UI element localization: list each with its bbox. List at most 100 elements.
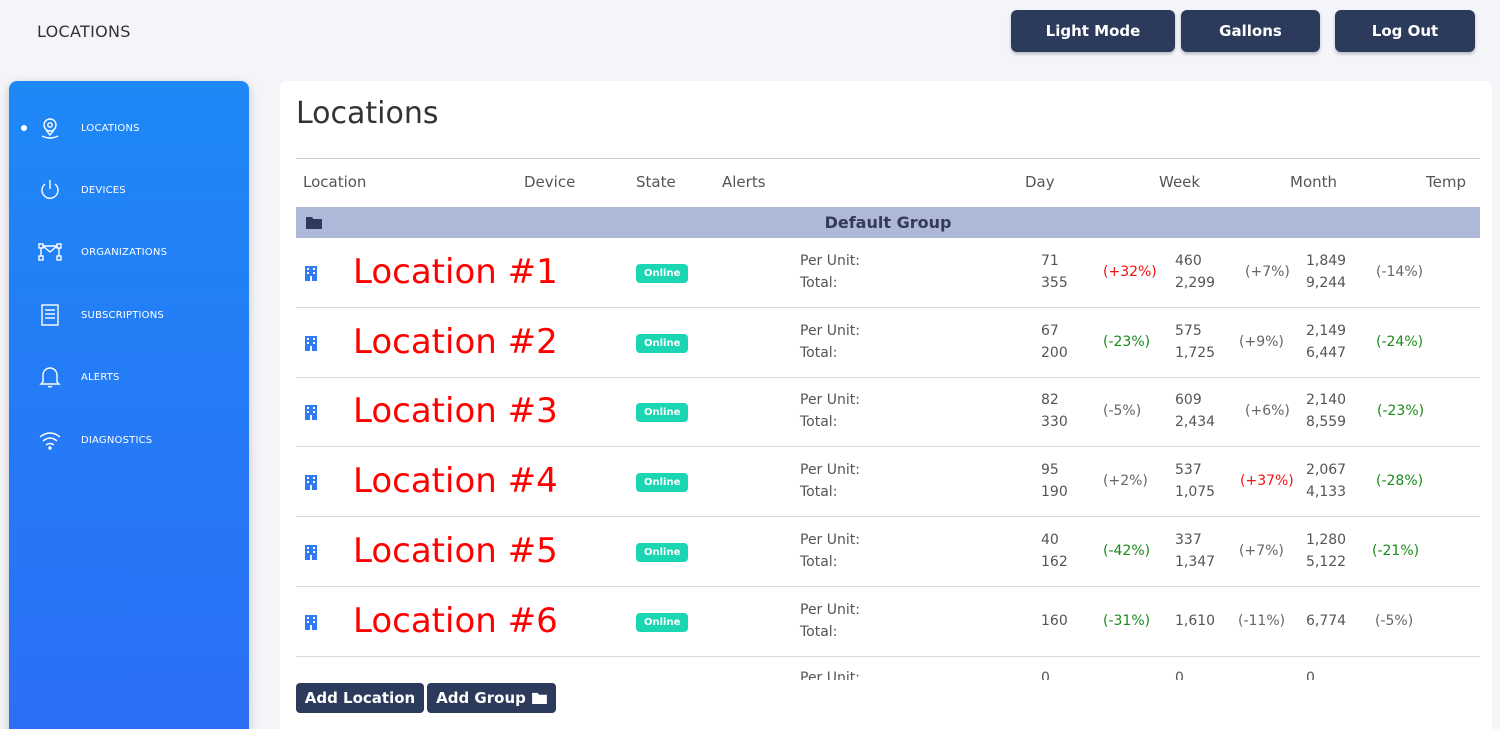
month-per-unit-value: 2,149 xyxy=(1306,323,1347,339)
week-per-unit-value: 575 xyxy=(1175,323,1202,339)
week-per-unit-value: 609 xyxy=(1175,392,1202,408)
location-name-link[interactable]: Location #2 xyxy=(353,322,558,362)
app-title: LOCATIONS xyxy=(37,22,131,41)
table-row[interactable]: Location #4 Online Per Unit: Total: 95 190 (+2… xyxy=(296,447,1480,517)
building-icon xyxy=(305,545,317,560)
status-badge: Online xyxy=(636,543,689,562)
week-total-value: 2,299 xyxy=(1175,275,1216,291)
location-name-link[interactable]: Location #5 xyxy=(353,531,558,571)
week-per-unit-value: 537 xyxy=(1175,462,1202,478)
month-change-percent: (-24%) xyxy=(1376,334,1424,350)
sidebar-item-label: DEVICES xyxy=(81,184,126,196)
day-change-percent: (-5%) xyxy=(1103,403,1142,419)
week-change-percent: (+7%) xyxy=(1239,543,1284,559)
month-total-value: 5,122 xyxy=(1306,554,1347,570)
month-change-percent: (-14%) xyxy=(1376,264,1424,280)
location-name-link[interactable]: Location #6 xyxy=(353,601,558,641)
folder-icon xyxy=(531,692,547,704)
building-icon xyxy=(305,405,317,420)
building-icon xyxy=(305,615,317,630)
day-total-value: 355 xyxy=(1041,275,1068,291)
week-change-percent: (+7%) xyxy=(1245,264,1290,280)
sidebar-item-label: SUBSCRIPTIONS xyxy=(81,309,164,321)
logout-button[interactable]: Log Out xyxy=(1335,10,1475,52)
sidebar-item-subscriptions[interactable]: SUBSCRIPTIONS xyxy=(9,295,249,335)
week-total-value: 1,725 xyxy=(1175,345,1216,361)
sidebar-item-locations[interactable]: LOCATIONS xyxy=(9,108,249,148)
column-header-day[interactable]: Day xyxy=(1025,173,1055,191)
per-unit-label: Per Unit: xyxy=(800,253,860,269)
total-label: Total: xyxy=(800,484,838,500)
location-pin-icon xyxy=(41,118,59,139)
sidebar-item-devices[interactable]: DEVICES xyxy=(9,170,249,210)
page-title: Locations xyxy=(296,96,439,131)
divider xyxy=(296,158,1480,159)
day-per-unit-value: 82 xyxy=(1041,392,1059,408)
table-row[interactable]: Location #5 Online Per Unit: Total: 40 162 (-4… xyxy=(296,517,1480,587)
week-value: 0 xyxy=(1175,670,1184,680)
day-change-percent: (-42%) xyxy=(1103,543,1151,559)
month-total-value: 9,244 xyxy=(1306,275,1347,291)
day-total-value: 330 xyxy=(1041,414,1068,430)
day-value: 160 xyxy=(1041,613,1068,629)
month-change-percent: (-23%) xyxy=(1377,403,1425,419)
sidebar-item-organizations[interactable]: ORGANIZATIONS xyxy=(9,232,249,272)
week-change-percent: (-11%) xyxy=(1238,613,1286,629)
sidebar-item-diagnostics[interactable]: DIAGNOSTICS xyxy=(9,420,249,460)
column-header-alerts[interactable]: Alerts xyxy=(722,173,766,191)
group-header-row[interactable]: Default Group xyxy=(296,207,1480,238)
per-unit-label: Per Unit: xyxy=(800,462,860,478)
total-label: Total: xyxy=(800,414,838,430)
column-header-location[interactable]: Location xyxy=(303,173,367,191)
table-row[interactable]: Location #3 Online Per Unit: Total: 82 330 (-5… xyxy=(296,377,1480,447)
wifi-icon xyxy=(39,432,61,450)
per-unit-label: Per Unit: xyxy=(800,323,860,339)
sidebar-item-label: ALERTS xyxy=(81,371,120,383)
table-row[interactable]: Location #2 Online Per Unit: Total: 67 200 (-2… xyxy=(296,308,1480,378)
location-name-link[interactable]: Location #1 xyxy=(353,252,558,292)
day-per-unit-value: 95 xyxy=(1041,462,1059,478)
add-location-label: Add Location xyxy=(304,689,416,707)
column-header-state[interactable]: State xyxy=(636,173,676,191)
add-location-button[interactable]: Add Location xyxy=(296,683,424,713)
day-per-unit-value: 67 xyxy=(1041,323,1059,339)
status-badge: Online xyxy=(636,613,689,632)
building-icon xyxy=(305,336,317,351)
add-group-button[interactable]: Add Group xyxy=(427,683,556,713)
gallons-button[interactable]: Gallons xyxy=(1181,10,1320,52)
per-unit-label: Per Unit: xyxy=(800,602,860,618)
week-change-percent: (+9%) xyxy=(1239,334,1284,350)
sidebar-item-label: ORGANIZATIONS xyxy=(81,246,168,258)
day-per-unit-value: 71 xyxy=(1041,253,1059,269)
week-change-percent: (+37%) xyxy=(1240,473,1294,489)
column-header-temp[interactable]: Temp xyxy=(1426,173,1466,191)
table-row[interactable]: Location #1 Online Per Unit: Total: 71 355 (+3… xyxy=(296,238,1480,308)
power-icon xyxy=(41,180,59,199)
column-header-week[interactable]: Week xyxy=(1159,173,1201,191)
column-header-month[interactable]: Month xyxy=(1290,173,1338,191)
total-label: Total: xyxy=(800,624,838,640)
status-badge: Online xyxy=(636,334,689,353)
table-row[interactable]: Location #6 Online Per Unit: Total: 160 (-31%… xyxy=(296,587,1480,657)
light-mode-button[interactable]: Light Mode xyxy=(1011,10,1175,52)
day-value: 0 xyxy=(1041,670,1050,680)
day-change-percent: (-23%) xyxy=(1103,334,1151,350)
column-header-device[interactable]: Device xyxy=(524,173,576,191)
day-change-percent: (-31%) xyxy=(1103,613,1151,629)
location-name-link[interactable]: Location #3 xyxy=(353,391,558,431)
month-change-percent: (-28%) xyxy=(1376,473,1424,489)
month-change-percent: (-5%) xyxy=(1375,613,1414,629)
location-name-link[interactable]: Location #4 xyxy=(353,461,558,501)
day-total-value: 190 xyxy=(1041,484,1068,500)
network-icon xyxy=(38,243,62,261)
per-unit-label: Per Unit: xyxy=(800,670,860,680)
day-change-percent: (+32%) xyxy=(1103,264,1157,280)
total-label: Total: xyxy=(800,275,838,291)
building-icon xyxy=(305,475,317,490)
table-row-partial: Per Unit: 0 0 0 xyxy=(296,670,1480,680)
month-value: 0 xyxy=(1306,670,1315,680)
sidebar-item-label: LOCATIONS xyxy=(81,122,140,134)
day-change-percent: (+2%) xyxy=(1103,473,1148,489)
sidebar-item-alerts[interactable]: ALERTS xyxy=(9,357,249,397)
month-value: 6,774 xyxy=(1306,613,1347,629)
